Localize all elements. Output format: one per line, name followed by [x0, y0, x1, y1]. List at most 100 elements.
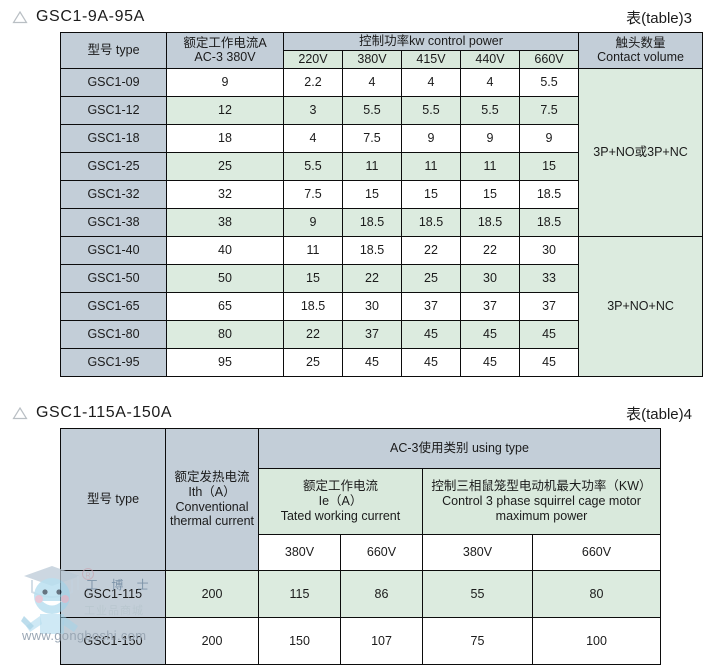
header-motor-380v: 380V	[422, 534, 533, 571]
table2-body: GSC1-115 200 115 86 55 80 GSC1-150 200 1…	[60, 570, 661, 665]
table-row: GSC1-65 65 18.5 30 37 37 37	[60, 291, 703, 321]
cell-power-380v: 37	[342, 319, 402, 349]
table-gsc1-9a-95a: 型号 type 额定工作电流A AC-3 380V 控制功率kw control…	[60, 32, 704, 377]
cell-motor-660v: 100	[532, 617, 661, 665]
table1-body: GSC1-09 9 2.2 4 4 4 5.5 3P+NO或3P+NC GSC1…	[60, 67, 704, 377]
header-type: 型号 type	[60, 428, 166, 571]
header-voltage-660v: 660V	[518, 49, 580, 69]
header-voltage-220v: 220V	[283, 49, 343, 69]
cell-power-220v: 11	[283, 235, 343, 265]
cell-power-415v: 22	[401, 235, 461, 265]
cell-current: 50	[166, 263, 284, 293]
header-working-code: Ie（A）	[318, 494, 363, 509]
cell-power-415v: 18.5	[401, 207, 461, 237]
cell-power-440v: 9	[460, 123, 520, 153]
header-ac3-group: AC-3使用类别 using type	[258, 428, 661, 469]
table-row: GSC1-18 18 4 7.5 9 9 9	[60, 123, 703, 153]
cell-current: 32	[166, 179, 284, 209]
cell-power-380v: 15	[342, 179, 402, 209]
cell-motor-380v: 75	[422, 617, 533, 665]
table-row: GSC1-150 200 150 107 75 100	[60, 617, 661, 665]
cell-power-415v: 25	[401, 263, 461, 293]
cell-power-660v: 18.5	[518, 207, 580, 237]
table2-header-row-1: 型号 type 额定发热电流 Ith（A） Conventional therm…	[60, 428, 661, 571]
section-2-caption: GSC1-115A-150A 表(table)4	[0, 400, 704, 426]
cell-contact-group-2: 3P+NO+NC	[578, 235, 704, 377]
table-row: GSC1-115 200 115 86 55 80	[60, 570, 661, 618]
cell-power-440v: 11	[460, 151, 520, 181]
header-type: 型号 type	[60, 32, 167, 69]
cell-working-660v: 86	[340, 570, 423, 618]
header-motor-power: 控制三相鼠笼型电动机最大功率（KW） Control 3 phase squir…	[422, 468, 661, 535]
cell-type: GSC1-95	[60, 347, 167, 377]
table2-header-row-3: 380V 660V 380V 660V	[61, 534, 661, 571]
cell-power-380v: 7.5	[342, 123, 402, 153]
header-thermal-en: Conventional thermal current	[169, 499, 255, 529]
header-rated-current-sub: AC-3 380V	[194, 50, 256, 65]
table-row: GSC1-40 40 11 18.5 22 22 30 3P+NO+NC	[60, 235, 704, 377]
table-gsc1-115a-150a: 型号 type 额定发热电流 Ith（A） Conventional therm…	[60, 428, 661, 665]
cell-power-660v: 45	[518, 319, 580, 349]
cell-current: 40	[166, 235, 284, 265]
cell-power-380v: 18.5	[342, 235, 402, 265]
cell-type: GSC1-09	[60, 67, 167, 97]
cell-type: GSC1-38	[60, 207, 167, 237]
header-working-en: Tated working current	[280, 508, 401, 523]
header-voltage-440v: 440V	[460, 49, 520, 69]
cell-power-660v: 15	[518, 151, 580, 181]
cell-power-380v: 45	[342, 347, 402, 377]
cell-power-220v: 4	[283, 123, 343, 153]
section-2-table-tag: 表(table)4	[626, 405, 692, 423]
cell-motor-660v: 80	[532, 570, 661, 618]
cell-type: GSC1-40	[60, 235, 167, 265]
table-row: GSC1-09 9 2.2 4 4 4 5.5 3P+NO或3P+NC	[60, 67, 704, 237]
header-contact-volume: 触头数量 Contact volume	[578, 32, 704, 69]
cell-power-415v: 4	[401, 67, 461, 97]
header-working-cn: 额定工作电流	[302, 479, 378, 494]
section-1-caption: GSC1-9A-95A 表(table)3	[0, 4, 704, 30]
cell-power-415v: 9	[401, 123, 461, 153]
cell-power-440v: 18.5	[460, 207, 520, 237]
cell-power-440v: 4	[460, 67, 520, 97]
cell-power-220v: 15	[283, 263, 343, 293]
cell-power-660v: 33	[518, 263, 580, 293]
cell-power-220v: 2.2	[283, 67, 343, 97]
cell-power-440v: 30	[460, 263, 520, 293]
cell-type: GSC1-25	[60, 151, 167, 181]
cell-power-220v: 7.5	[283, 179, 343, 209]
table1-header-row-2: 220V 380V 415V 440V 660V	[61, 49, 703, 69]
cell-current: 38	[166, 207, 284, 237]
section-2-title: GSC1-115A-150A	[36, 404, 173, 421]
cell-power-380v: 11	[342, 151, 402, 181]
header-working-380v: 380V	[258, 534, 341, 571]
cell-power-415v: 5.5	[401, 95, 461, 125]
cell-current: 18	[166, 123, 284, 153]
cell-power-220v: 9	[283, 207, 343, 237]
cell-current: 80	[166, 319, 284, 349]
triangle-outline-icon	[12, 406, 28, 420]
cell-type: GSC1-115	[60, 570, 166, 618]
cell-power-380v: 4	[342, 67, 402, 97]
cell-type: GSC1-32	[60, 179, 167, 209]
cell-power-440v: 5.5	[460, 95, 520, 125]
cell-power-220v: 25	[283, 347, 343, 377]
header-contact-volume-cn: 触头数量	[615, 35, 666, 50]
header-working-current: 额定工作电流 Ie（A） Tated working current	[258, 468, 423, 535]
cell-type: GSC1-18	[60, 123, 167, 153]
cell-power-220v: 3	[283, 95, 343, 125]
cell-thermal: 200	[165, 570, 259, 618]
cell-power-380v: 5.5	[342, 95, 402, 125]
cell-power-415v: 45	[401, 319, 461, 349]
cell-type: GSC1-65	[60, 291, 167, 321]
cell-power-440v: 45	[460, 347, 520, 377]
cell-power-440v: 37	[460, 291, 520, 321]
cell-power-660v: 7.5	[518, 95, 580, 125]
cell-power-660v: 5.5	[518, 67, 580, 97]
header-thermal-cn: 额定发热电流	[174, 470, 250, 484]
cell-current: 95	[166, 347, 284, 377]
header-voltage-380v: 380V	[342, 49, 402, 69]
cell-power-380v: 18.5	[342, 207, 402, 237]
table1-header-row-1: 型号 type 额定工作电流A AC-3 380V 控制功率kw control…	[60, 32, 704, 69]
cell-power-440v: 45	[460, 319, 520, 349]
